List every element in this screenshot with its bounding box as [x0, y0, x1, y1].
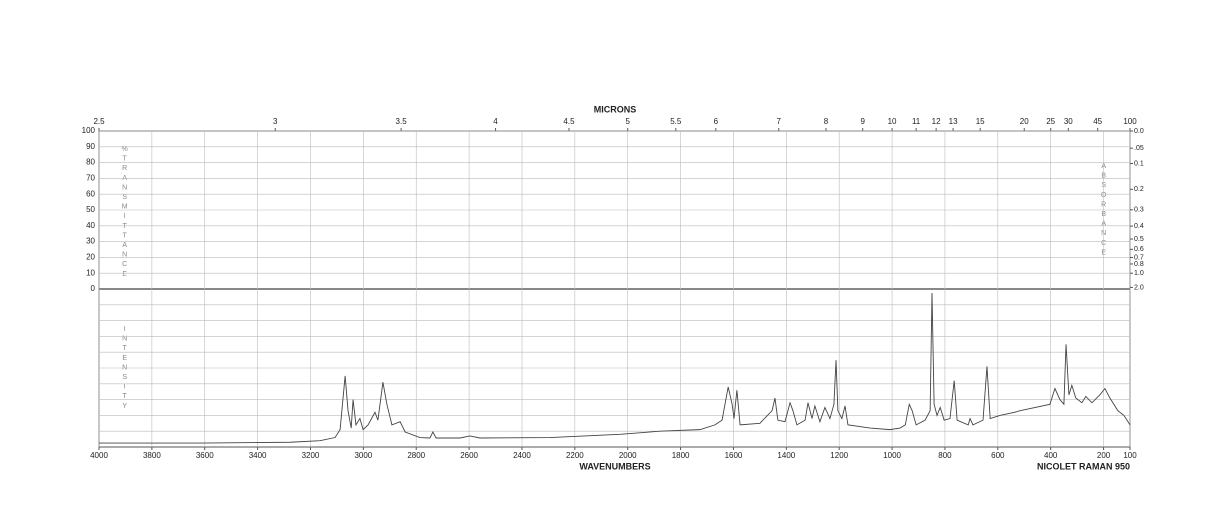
- y-tick-label: 20: [86, 253, 95, 262]
- x-tick-label: 1600: [725, 451, 743, 460]
- micron-tick-label: 45: [1093, 117, 1102, 126]
- y2-tick-label: 2.0: [1134, 284, 1144, 291]
- y2-tick-label: 0.7: [1134, 254, 1144, 261]
- micron-tick-label: 15: [976, 117, 985, 126]
- micron-tick-label: 3: [273, 117, 278, 126]
- micron-tick-label: 5.5: [670, 117, 682, 126]
- y-tick-label: 60: [86, 189, 95, 198]
- micron-tick-label: 12: [932, 117, 941, 126]
- y-tick-label: 70: [86, 174, 95, 183]
- y-tick-label: 100: [82, 126, 96, 135]
- left-axis-title: %TRANSMITTANCE: [121, 146, 128, 280]
- x-tick-label: 3400: [249, 451, 267, 460]
- micron-tick-label: 13: [949, 117, 958, 126]
- x-tick-label: 1000: [883, 451, 901, 460]
- x-axis-title: WAVENUMBERS: [579, 461, 650, 471]
- y-tick-label: 0: [91, 284, 96, 293]
- micron-tick-label: 25: [1046, 117, 1055, 126]
- micron-tick-label: 3.5: [396, 117, 408, 126]
- micron-tick-label: 4.5: [563, 117, 575, 126]
- micron-tick-label: 11: [912, 117, 921, 126]
- y2-tick-label: 0.6: [1134, 246, 1144, 253]
- x-tick-label: 1200: [830, 451, 848, 460]
- x-tick-label: 3800: [143, 451, 161, 460]
- x-tick-label: 2000: [619, 451, 637, 460]
- micron-tick-label: 30: [1064, 117, 1073, 126]
- y-tick-label: 30: [86, 237, 95, 246]
- micron-tick-label: 20: [1020, 117, 1029, 126]
- x-tick-label: 3200: [302, 451, 320, 460]
- x-tick-label: 4000: [90, 451, 108, 460]
- top-axis-title: MICRONS: [594, 104, 637, 114]
- micron-tick-label: 7: [777, 117, 782, 126]
- y-tick-label: 40: [86, 221, 95, 230]
- y-tick-label: 10: [86, 268, 95, 277]
- micron-tick-label: 6: [714, 117, 719, 126]
- x-tick-label: 1800: [672, 451, 690, 460]
- micron-tick-label: 9: [860, 117, 865, 126]
- x-tick-label: 1400: [777, 451, 795, 460]
- micron-tick-label: 10: [888, 117, 897, 126]
- x-tick-label: 100: [1123, 451, 1137, 460]
- y2-tick-label: 0.2: [1134, 186, 1144, 193]
- y2-tick-label: 0.8: [1134, 261, 1144, 268]
- x-tick-label: 2800: [407, 451, 425, 460]
- x-tick-label: 2200: [566, 451, 584, 460]
- y-tick-label: 80: [86, 158, 95, 167]
- micron-tick-label: 5: [625, 117, 630, 126]
- spectrum-line: [99, 292, 1131, 444]
- x-tick-label: 600: [991, 451, 1005, 460]
- y2-tick-label: 0.0: [1134, 128, 1144, 135]
- x-tick-label: 3000: [354, 451, 372, 460]
- y2-tick-label: 0.3: [1134, 207, 1144, 214]
- y-tick-label: 90: [86, 142, 95, 151]
- x-tick-label: 200: [1097, 451, 1111, 460]
- y2-tick-label: 1.0: [1134, 270, 1144, 277]
- micron-tick-label: 100: [1123, 117, 1137, 126]
- y2-tick-label: 0.4: [1134, 223, 1144, 230]
- x-tick-label: 400: [1044, 451, 1058, 460]
- micron-tick-label: 8: [824, 117, 829, 126]
- y2-tick-label: .05: [1134, 145, 1144, 152]
- x-tick-label: 800: [938, 451, 952, 460]
- y-tick-label: 50: [86, 205, 95, 214]
- y2-tick-label: 0.1: [1134, 160, 1144, 167]
- lower-axis-title: INTENSITY: [121, 326, 128, 412]
- micron-tick-label: 2.5: [93, 117, 105, 126]
- y2-tick-label: 0.5: [1134, 236, 1144, 243]
- x-tick-label: 2600: [460, 451, 478, 460]
- x-tick-label: 2400: [513, 451, 531, 460]
- micron-tick-label: 4: [493, 117, 498, 126]
- instrument-label: NICOLET RAMAN 950: [1037, 461, 1130, 471]
- x-tick-label: 3600: [196, 451, 214, 460]
